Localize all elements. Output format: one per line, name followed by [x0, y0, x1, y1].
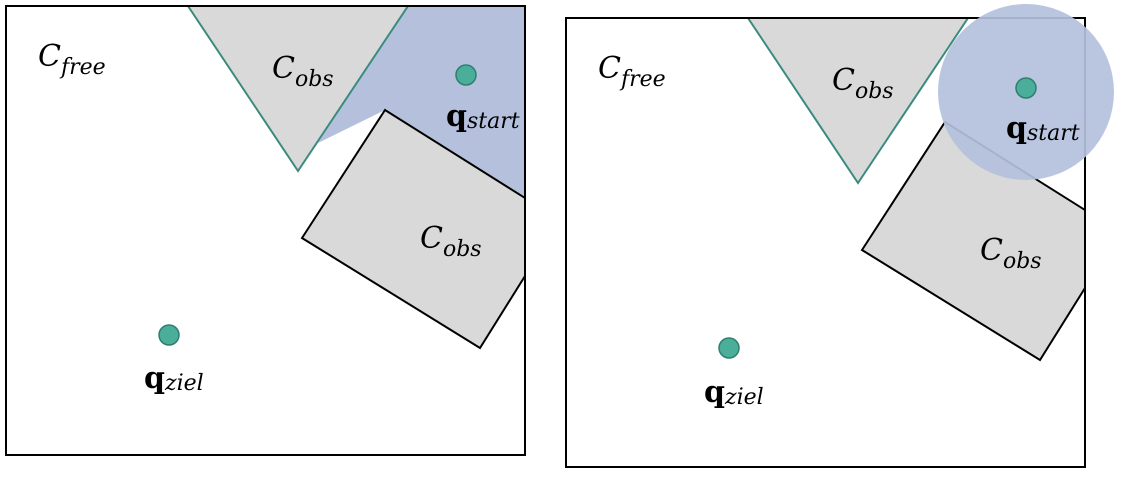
- left-rect-obstacle: [300, 108, 525, 350]
- left-goal-label: qziel: [144, 361, 204, 396]
- right-start-label: qstart: [1006, 111, 1080, 146]
- right-goal-point: [718, 337, 740, 359]
- left-start-label: qstart: [446, 99, 520, 134]
- left-reachable-region: [318, 6, 525, 198]
- left-panel: Cfree Cobs Cobs qstart qziel: [5, 5, 526, 456]
- right-panel: Cfree Cobs Cobs qstart qziel: [565, 4, 1114, 468]
- right-free-label: Cfree: [598, 51, 666, 92]
- right-frame: [565, 17, 1086, 468]
- right-triangle-label: Cobs: [832, 63, 894, 104]
- right-goal-label: qziel: [704, 375, 764, 410]
- left-goal-point: [158, 324, 180, 346]
- left-free-label: Cfree: [38, 39, 106, 80]
- left-rect-label: Cobs: [420, 221, 482, 262]
- left-frame: [5, 5, 526, 456]
- right-start-point: [1015, 77, 1037, 99]
- left-triangle-label: Cobs: [272, 51, 334, 92]
- right-rect-label: Cobs: [980, 233, 1042, 274]
- left-start-point: [455, 64, 477, 86]
- right-rect-obstacle: [860, 120, 1085, 362]
